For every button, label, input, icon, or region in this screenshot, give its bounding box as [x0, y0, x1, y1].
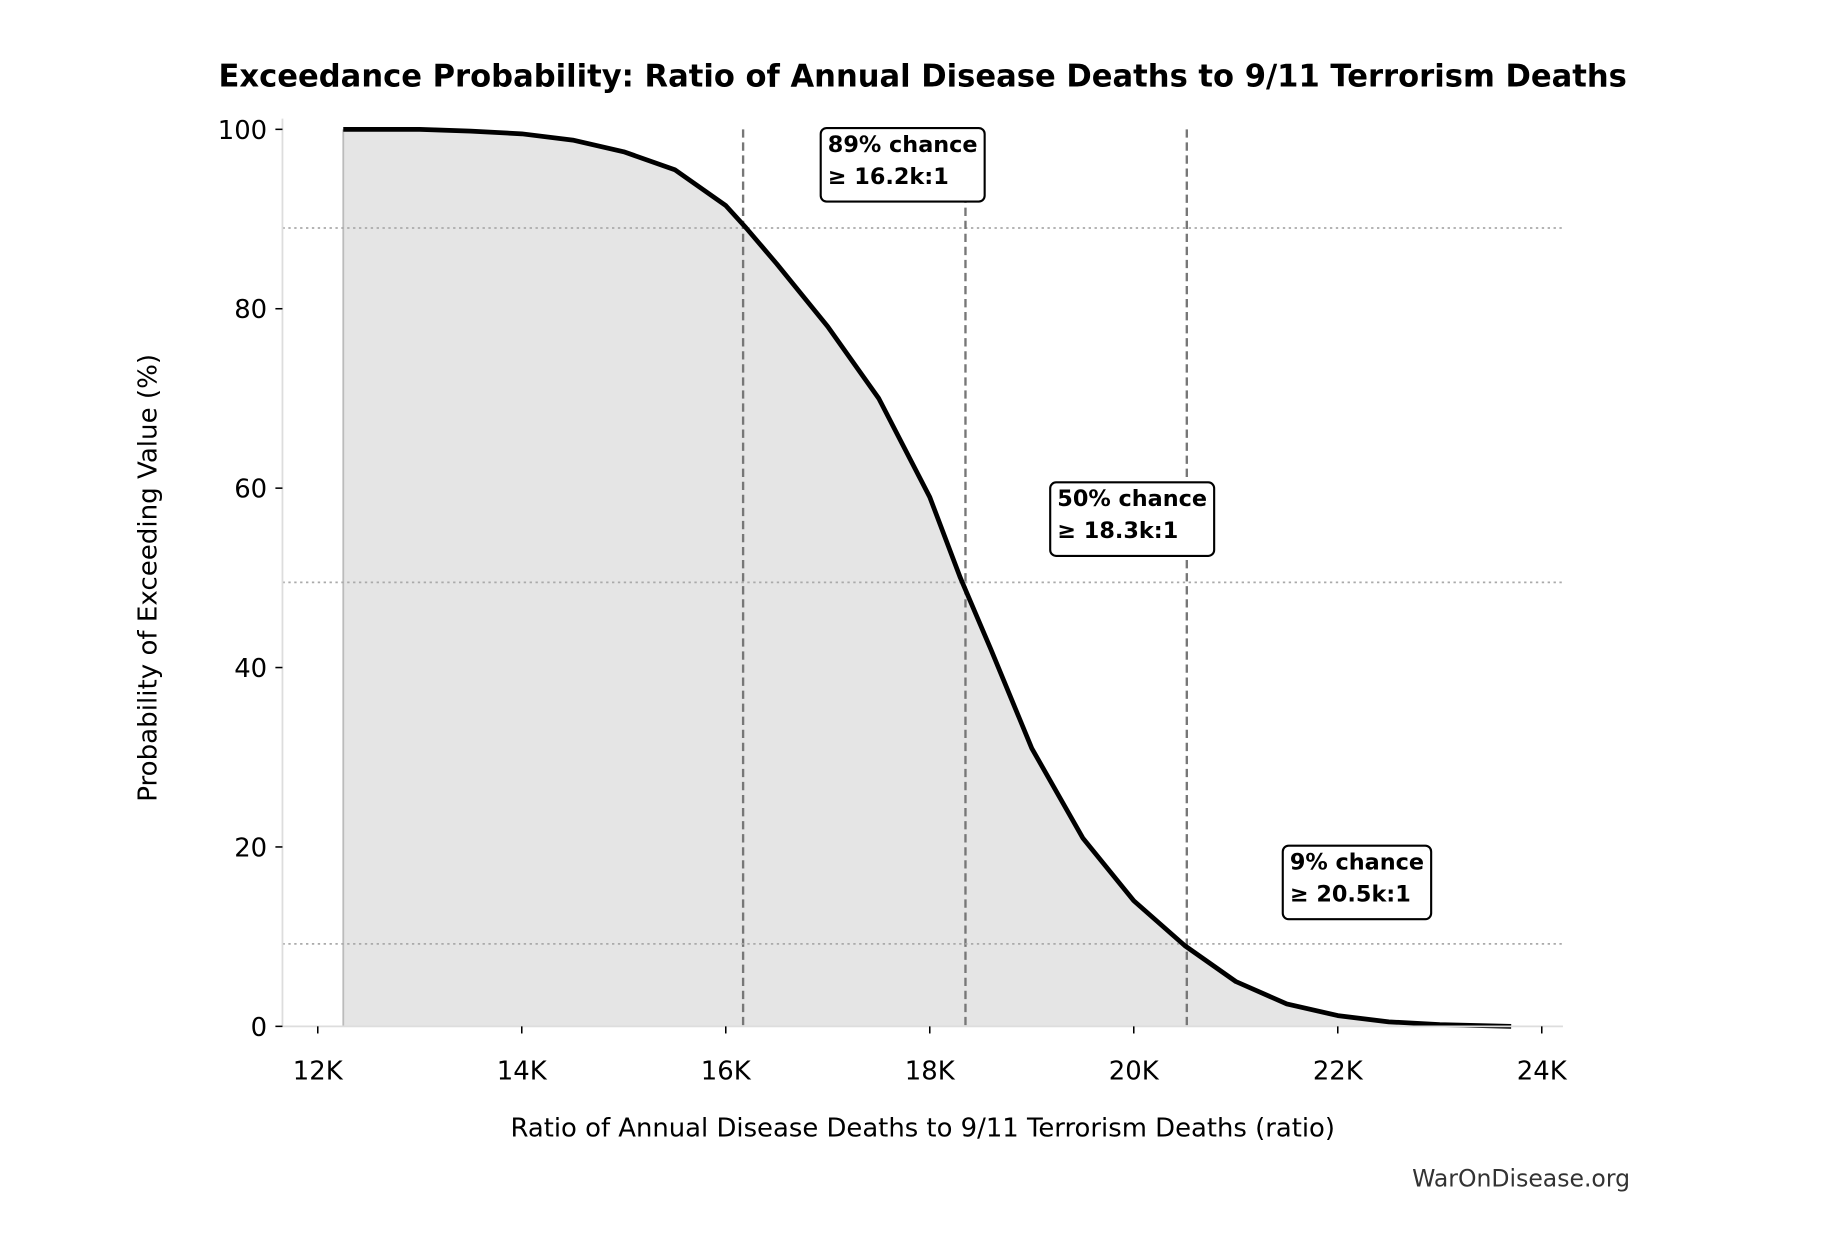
y-tick-label: 80 — [234, 295, 267, 325]
x-tick-label: 18K — [905, 1057, 956, 1087]
x-tick-label: 12K — [293, 1057, 344, 1087]
watermark: WarOnDisease.org — [1412, 1164, 1630, 1192]
x-axis-label: Ratio of Annual Disease Deaths to 9/11 T… — [510, 1114, 1335, 1144]
exceedance-line — [343, 126, 1512, 1029]
annotation-box: 9% chance ≥ 20.5k:1 — [1281, 844, 1433, 921]
annotation-line2: ≥ 20.5k:1 — [1290, 881, 1411, 907]
chart-title: Exceedance Probability: Ratio of Annual … — [219, 59, 1627, 95]
x-tick-label: 20K — [1109, 1057, 1160, 1087]
y-tick-label: 20 — [234, 833, 267, 863]
annotation-box: 89% chance ≥ 16.2k:1 — [819, 126, 986, 203]
y-tick-label: 60 — [234, 475, 267, 505]
annotation-line1: 9% chance — [1290, 849, 1424, 875]
x-tick-label: 16K — [701, 1057, 752, 1087]
y-tick-label: 40 — [234, 654, 267, 684]
x-tick-label: 14K — [497, 1057, 548, 1087]
annotation-box: 50% chance ≥ 18.3k:1 — [1049, 481, 1216, 557]
annotation-line1: 89% chance — [828, 132, 978, 158]
x-tick-label: 24K — [1517, 1057, 1568, 1087]
area-fill — [343, 129, 1512, 1027]
annotation-line2: ≥ 18.3k:1 — [1057, 518, 1178, 544]
annotation-line1: 50% chance — [1057, 486, 1207, 512]
x-tick-label: 22K — [1313, 1057, 1364, 1087]
y-tick-label: 0 — [251, 1013, 267, 1043]
y-axis-label: Probability of Exceeding Value (%) — [134, 354, 164, 802]
annotation-frame — [819, 126, 986, 203]
y-tick-label: 100 — [218, 116, 267, 146]
annotation-frame — [1281, 844, 1433, 921]
annotation-frame — [1049, 481, 1216, 557]
annotation-line2: ≥ 16.2k:1 — [828, 164, 949, 190]
